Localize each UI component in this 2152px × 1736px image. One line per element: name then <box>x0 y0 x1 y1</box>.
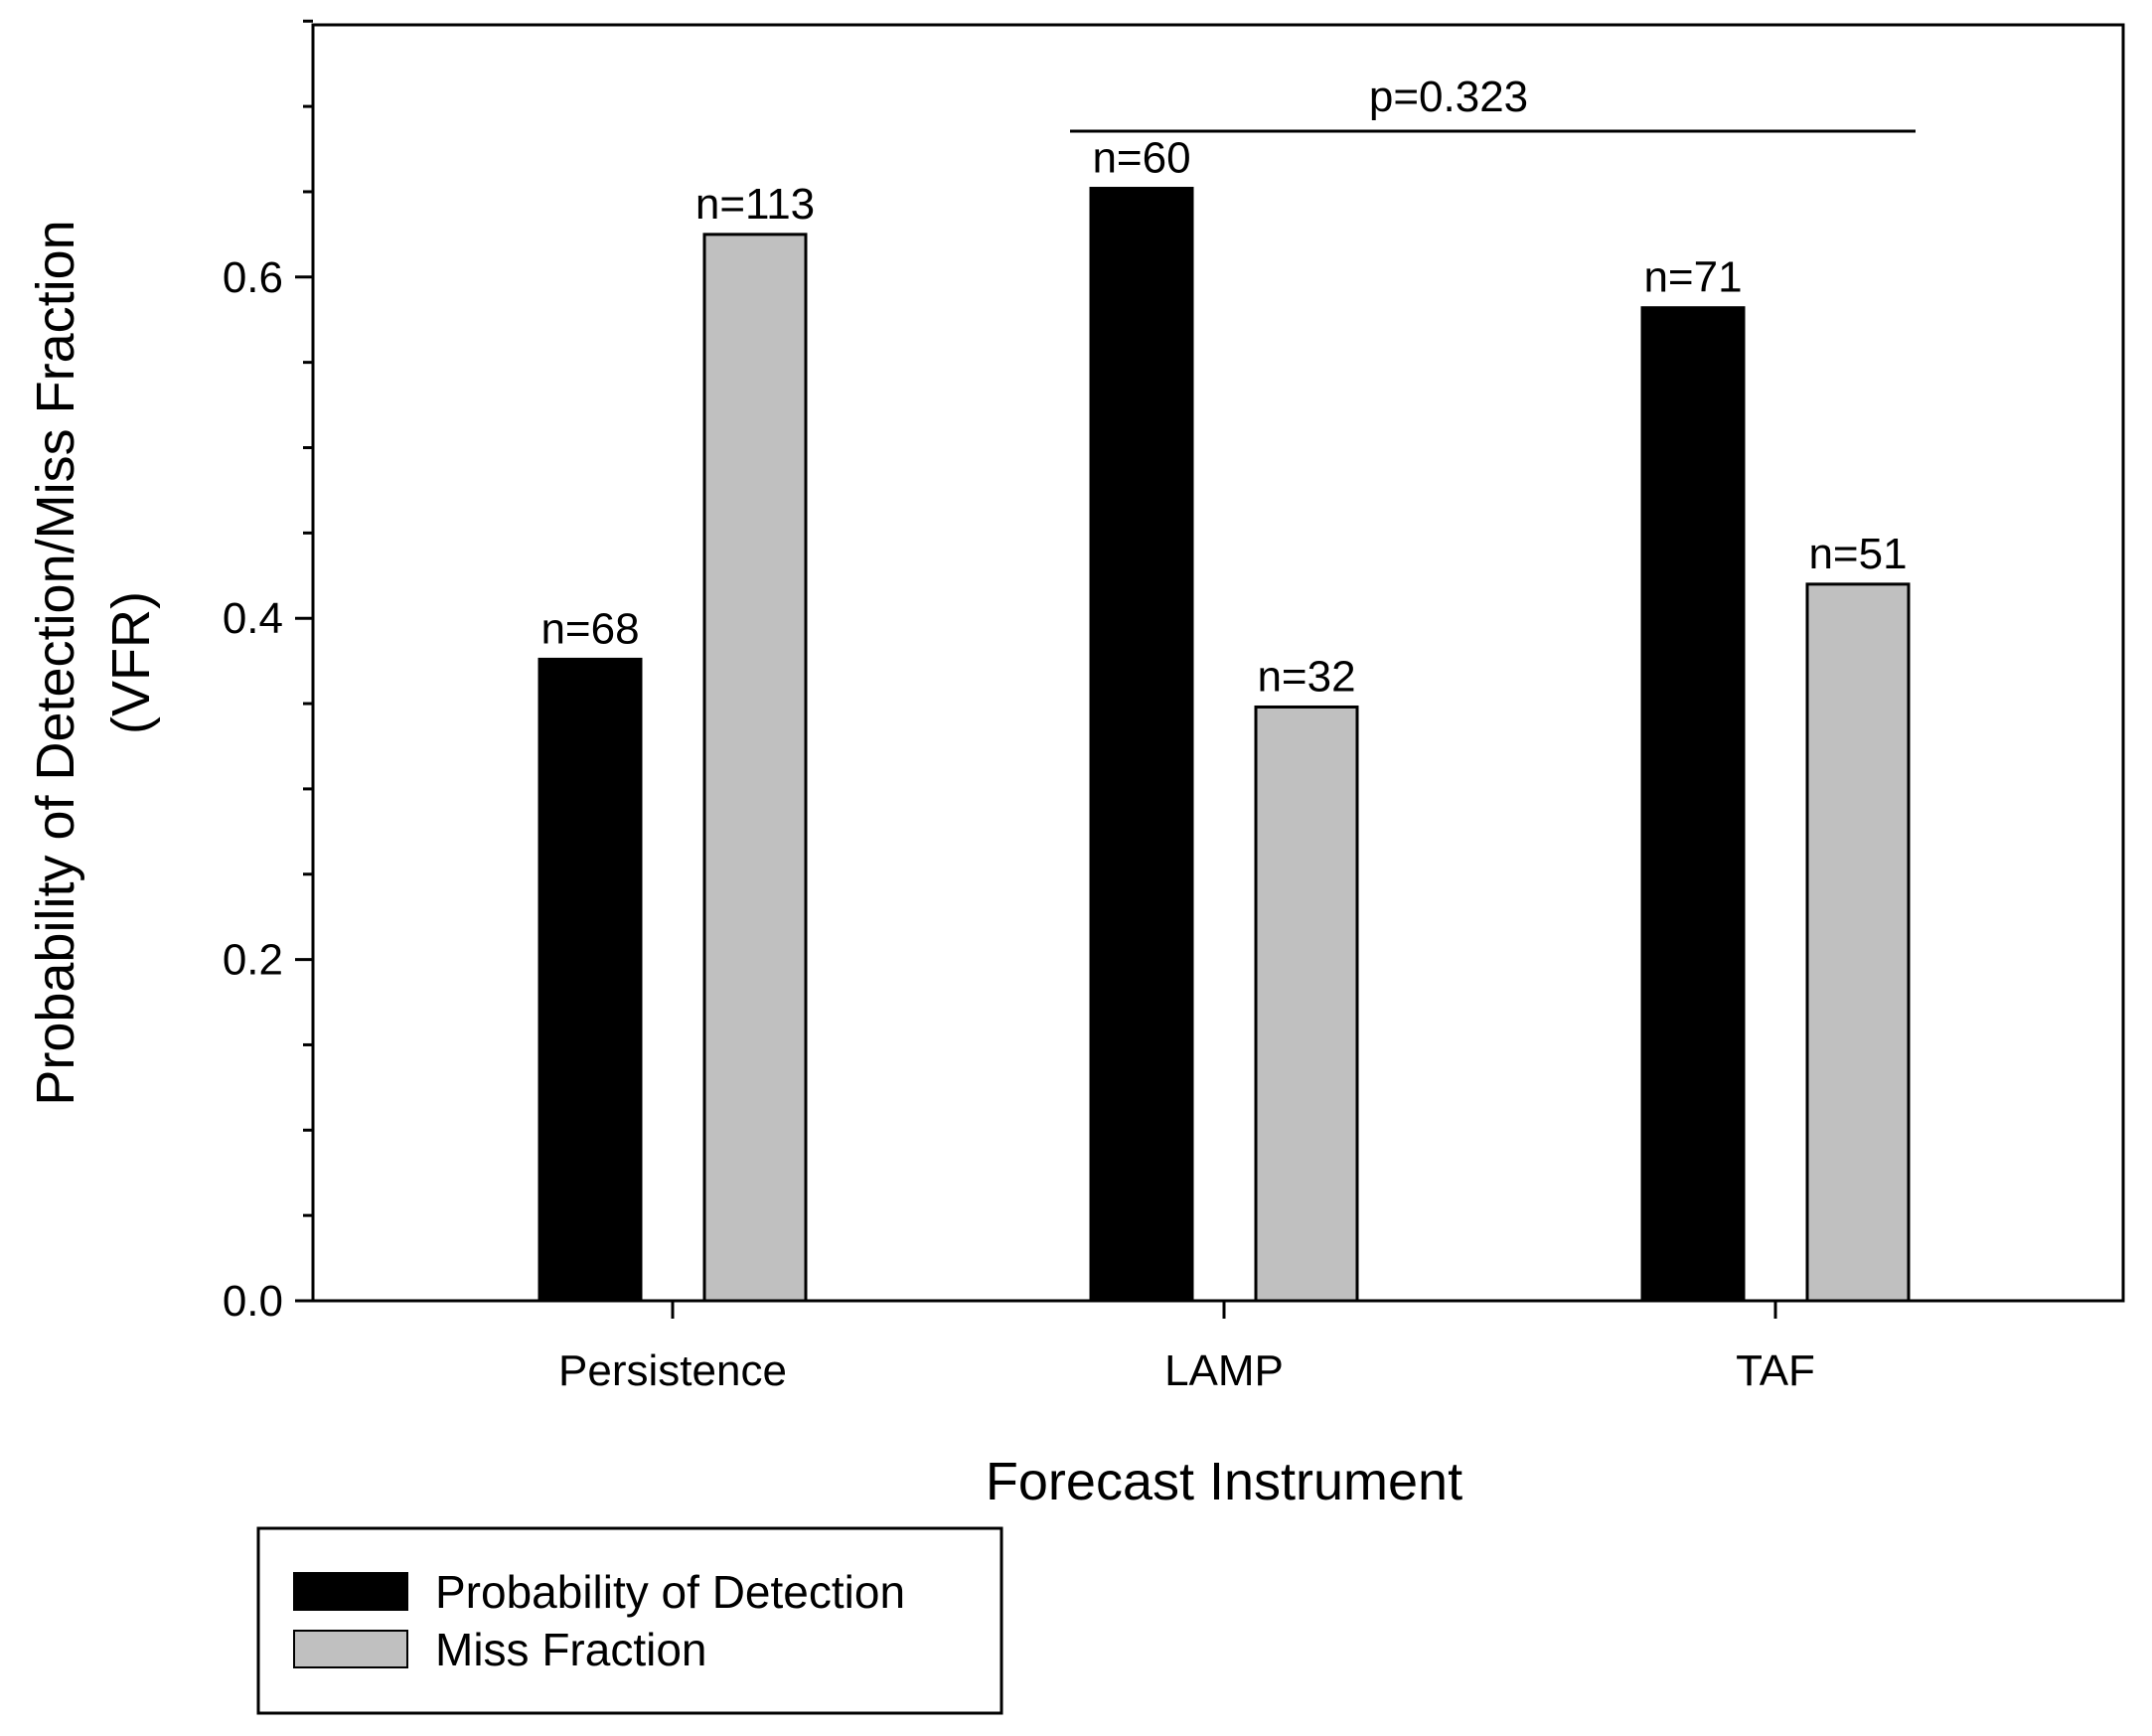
bar-probability-of-detection <box>538 657 643 1303</box>
legend-box <box>256 1526 1003 1715</box>
bar-miss-fraction <box>1254 705 1359 1303</box>
x-axis: Persistence LAMP TAF <box>558 1301 1815 1395</box>
x-tick-label: LAMP <box>1164 1346 1284 1395</box>
sample-size-label: n=68 <box>540 604 639 653</box>
y-tick-label: 0.2 <box>223 936 283 985</box>
bar-probability-of-detection <box>1089 187 1194 1303</box>
bar-miss-fraction <box>1805 582 1911 1303</box>
legend-label-miss: Miss Fraction <box>435 1624 706 1675</box>
sample-size-label: n=51 <box>1808 530 1907 578</box>
y-tick-label: 0.0 <box>223 1277 283 1326</box>
y-axis: 0.0 0.2 0.4 0.6 <box>223 19 313 1326</box>
x-tick-label: TAF <box>1736 1346 1815 1395</box>
bar-miss-fraction <box>702 233 808 1303</box>
y-tick-label: 0.6 <box>223 253 283 302</box>
legend-swatch-miss <box>293 1630 408 1668</box>
x-tick-label: Persistence <box>558 1346 787 1395</box>
sample-size-label: n=60 <box>1092 134 1190 183</box>
n-labels: n=68 n=113 n=60 n=32 n=71 n=51 <box>540 134 1907 702</box>
sample-size-label: n=32 <box>1257 652 1355 701</box>
significance-annotation: p=0.323 <box>1369 73 1528 121</box>
legend-label-detection: Probability of Detection <box>435 1566 905 1618</box>
x-axis-title: Forecast Instrument <box>986 1452 1462 1511</box>
sample-size-label: n=71 <box>1643 253 1742 302</box>
y-tick-label: 0.4 <box>223 594 283 643</box>
bar-probability-of-detection <box>1640 306 1746 1303</box>
legend-swatch-detection <box>293 1572 408 1611</box>
sample-size-label: n=113 <box>695 180 815 229</box>
y-axis-title-line-1: Probability of Detection/Miss Fraction <box>26 220 85 1105</box>
y-axis-title-line-2: (VFR) <box>101 591 161 734</box>
legend: Probability of Detection Miss Fraction <box>256 1526 1003 1715</box>
bars <box>538 187 1911 1303</box>
